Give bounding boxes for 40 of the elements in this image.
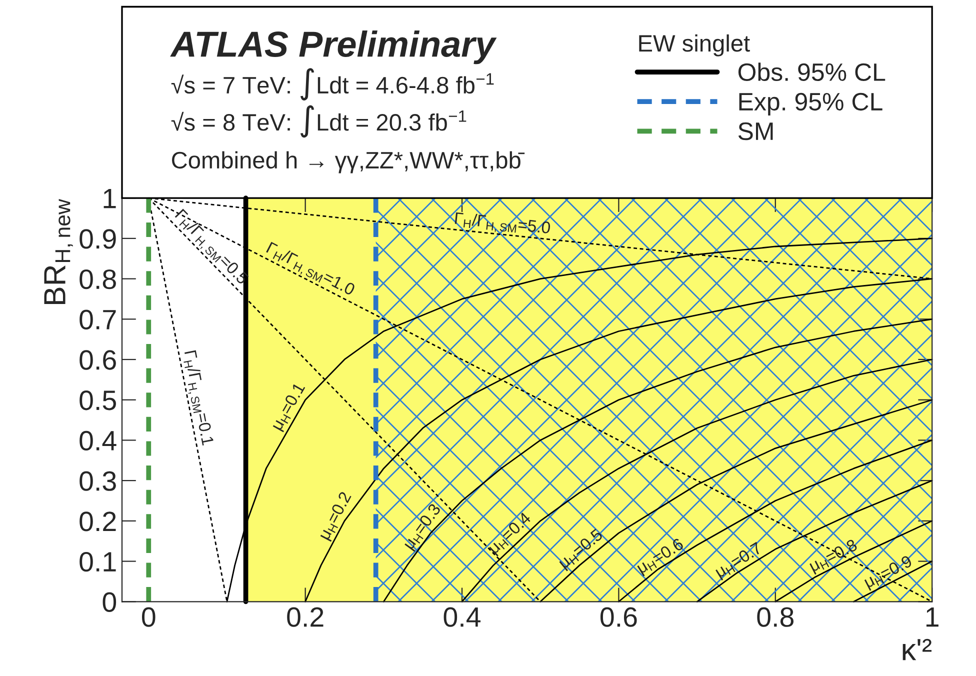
text: √s = 8 TeV: ∫Ldt = 20.3 fb$^{−1}$ [171,105,466,138]
text: ATLAS Preliminary [170,30,497,64]
text: √s = 7 TeV: ∫Ldt = 4.6-4.8 fb$^{−1}$ [171,68,494,100]
annotation: μ$_{H}$=0.9 [863,554,914,591]
annotation: Γ$_{H}$/Γ$_{H,SM}$=5.0 [454,212,551,238]
annotation: μ$_{H}$=0.4 [487,511,534,556]
y-tick-label: 0.6 [80,350,116,370]
y-tick-label: 0.2 [80,512,116,532]
annotation: μ$_{H}$=0.7 [714,542,764,580]
y-tick-label: 0 [102,592,116,612]
legend-label: Exp. 95% CL [739,92,882,116]
y-tick-label: 0.1 [80,552,116,572]
annotation: μ$_{H}$=0.2 [318,490,354,542]
x-axis-title: κ'² [902,638,932,660]
x-tick-label: 0 [142,607,156,627]
legend-label: Obs. 95% CL [738,62,886,82]
y-tick-label: 0.3 [80,471,116,491]
x-tick-label: 0.6 [600,607,637,627]
annotation: μ$_{H}$=0.8 [808,538,860,575]
x-tick-label: 1 [926,608,938,627]
annotation: μ$_{H}$=0.3 [402,502,444,552]
y-tick-label: 0.8 [80,269,116,290]
annotation: μ$_{H}$=0.6 [636,538,686,576]
y-tick-label: 1 [104,189,116,208]
x-tick-label: 0.4 [444,607,481,627]
legend-label: SM [738,122,773,140]
y-tick-label: 0.4 [80,430,116,451]
text: Combined h → γγ,ZZ*,WW*,ττ,bb̄ [172,151,525,174]
annotation: Γ$_{H}$/Γ$_{H,SM}$=1.0 [264,241,356,300]
annotation: Γ$_{H}$/Γ$_{H,SM}$=0.5 [172,208,250,288]
annotation: μ$_{H}$=0.5 [557,528,606,572]
x-tick-label: 0.2 [287,607,324,627]
x-tick-label: 0.8 [757,607,794,627]
annotation: μ$_{H}$=0.1 [270,382,308,432]
legend-title: EW singlet [639,34,750,56]
y-axis-title: BR$_{H,new}$ [44,198,73,304]
annotation: Γ$_{H}$/Γ$_{H,SM}$=0.1 [180,350,214,446]
y-tick-label: 0.5 [80,390,116,410]
y-tick-label: 0.7 [80,310,116,330]
y-tick-label: 0.9 [80,229,116,249]
